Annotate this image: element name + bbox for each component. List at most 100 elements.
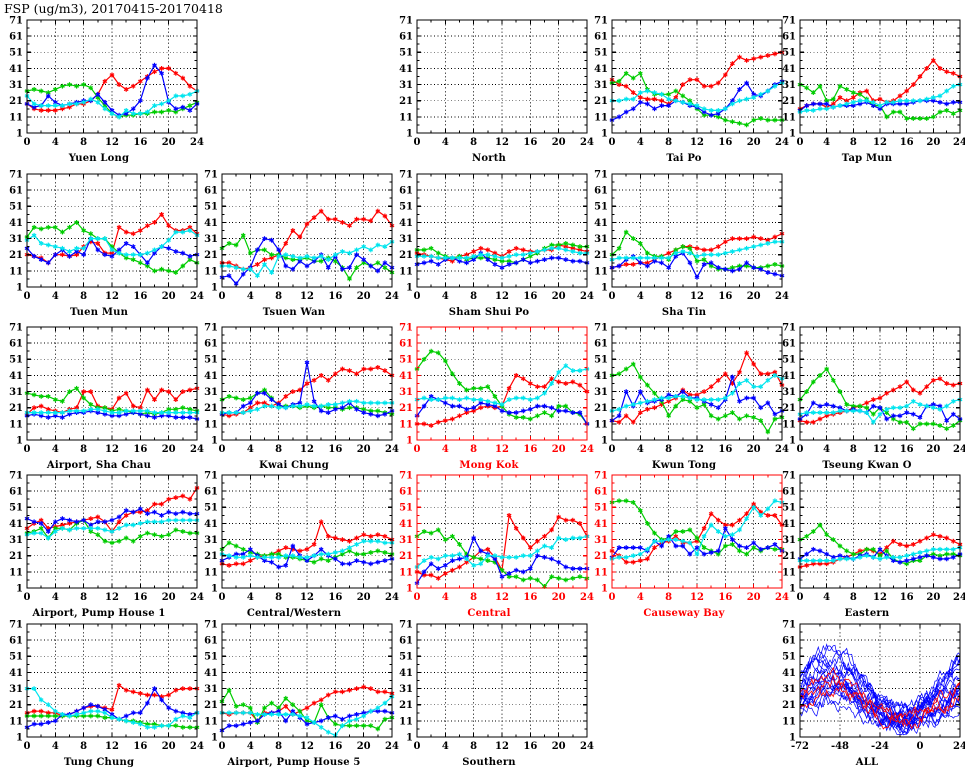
x-tick-label: 20 [162,741,176,752]
x-tick-label: 16 [523,592,537,603]
x-tick-label: 12 [873,137,887,148]
y-tick-label: 61 [399,487,413,498]
x-tick-label: 4 [442,137,449,148]
y-tick-label: 1 [211,435,218,446]
x-tick-label: 12 [495,741,509,752]
x-tick-label: 8 [275,444,282,455]
x-tick-label: 4 [823,444,830,455]
y-tick-label: 41 [204,371,218,382]
x-tick-label: 12 [690,444,704,455]
y-tick-label: 41 [9,64,23,75]
x-tick-label: 0 [24,592,31,603]
x-tick-label: 4 [52,137,59,148]
y-tick-label: 61 [9,32,23,43]
panel-title-label: North [391,153,587,164]
x-tick-label: 12 [300,444,314,455]
x-tick-label: 20 [747,137,761,148]
y-tick-label: 21 [399,700,413,711]
y-tick-label: 1 [406,282,413,293]
y-tick-label: 1 [601,282,608,293]
panel-title-label: Kwun Tong [586,460,782,471]
panel-title-label: Airport, Pump House 5 [196,757,392,768]
y-tick-label: 31 [204,535,218,546]
y-tick-label: 51 [594,48,608,59]
y-tick-label: 11 [399,266,413,277]
y-tick-label: 41 [399,371,413,382]
y-tick-label: 71 [594,169,608,180]
y-tick-label: 11 [9,266,23,277]
panel-title-label: Central [391,608,587,619]
y-tick-label: 31 [204,234,218,245]
y-tick-label: 61 [782,487,796,498]
y-tick-label: 51 [399,202,413,213]
y-tick-label: 51 [399,503,413,514]
x-tick-label: 0 [24,137,31,148]
y-tick-label: 11 [594,419,608,430]
y-tick-label: 51 [9,652,23,663]
x-tick-label: -72 [791,741,809,752]
y-tick-label: 21 [204,403,218,414]
y-tick-label: 51 [782,503,796,514]
y-tick-label: 61 [399,339,413,350]
y-tick-label: 61 [9,339,23,350]
y-tick-label: 1 [16,732,23,743]
page-title: FSP (ug/m3), 20170415-20170418 [4,1,223,16]
y-tick-label: 51 [782,48,796,59]
y-tick-label: 11 [204,419,218,430]
y-tick-label: 31 [594,80,608,91]
x-tick-label: 20 [357,592,371,603]
y-tick-label: 71 [594,322,608,333]
x-tick-label: 0 [609,137,616,148]
y-tick-label: 61 [594,339,608,350]
panel-title-label: Tap Mun [774,153,960,164]
y-tick-label: 21 [399,96,413,107]
x-tick-label: 0 [414,741,421,752]
x-tick-label: 0 [609,444,616,455]
panel-title-label: Tseung Kwan O [774,460,960,471]
panel-title-label: Tai Po [586,153,782,164]
x-tick-label: 8 [275,741,282,752]
x-tick-label: 4 [247,444,254,455]
y-tick-label: 21 [204,700,218,711]
y-tick-label: 31 [782,80,796,91]
y-tick-label: 51 [9,355,23,366]
x-tick-label: 4 [637,592,644,603]
y-tick-label: 31 [399,387,413,398]
y-tick-label: 31 [9,684,23,695]
x-tick-label: 12 [300,592,314,603]
x-tick-label: 20 [162,137,176,148]
y-tick-label: 21 [9,96,23,107]
y-tick-label: 51 [594,503,608,514]
y-tick-label: 71 [9,169,23,180]
y-tick-label: 61 [399,186,413,197]
x-tick-label: 16 [718,592,732,603]
y-tick-label: 1 [406,583,413,594]
y-tick-label: 21 [594,551,608,562]
x-tick-label: 8 [470,137,477,148]
x-tick-label: 4 [247,291,254,302]
x-tick-label: 24 [953,444,965,455]
y-tick-label: 1 [601,128,608,139]
x-tick-label: 4 [442,741,449,752]
y-tick-label: 71 [399,15,413,26]
y-tick-label: 71 [9,322,23,333]
x-tick-label: 0 [797,444,804,455]
x-tick-label: 16 [133,444,147,455]
y-tick-label: 61 [204,339,218,350]
y-tick-label: 11 [204,716,218,727]
x-tick-label: 20 [357,291,371,302]
y-tick-label: 41 [399,668,413,679]
x-tick-label: 16 [523,291,537,302]
y-tick-label: 51 [204,503,218,514]
y-tick-label: 1 [406,128,413,139]
y-tick-label: 1 [601,583,608,594]
x-tick-label: 12 [495,592,509,603]
